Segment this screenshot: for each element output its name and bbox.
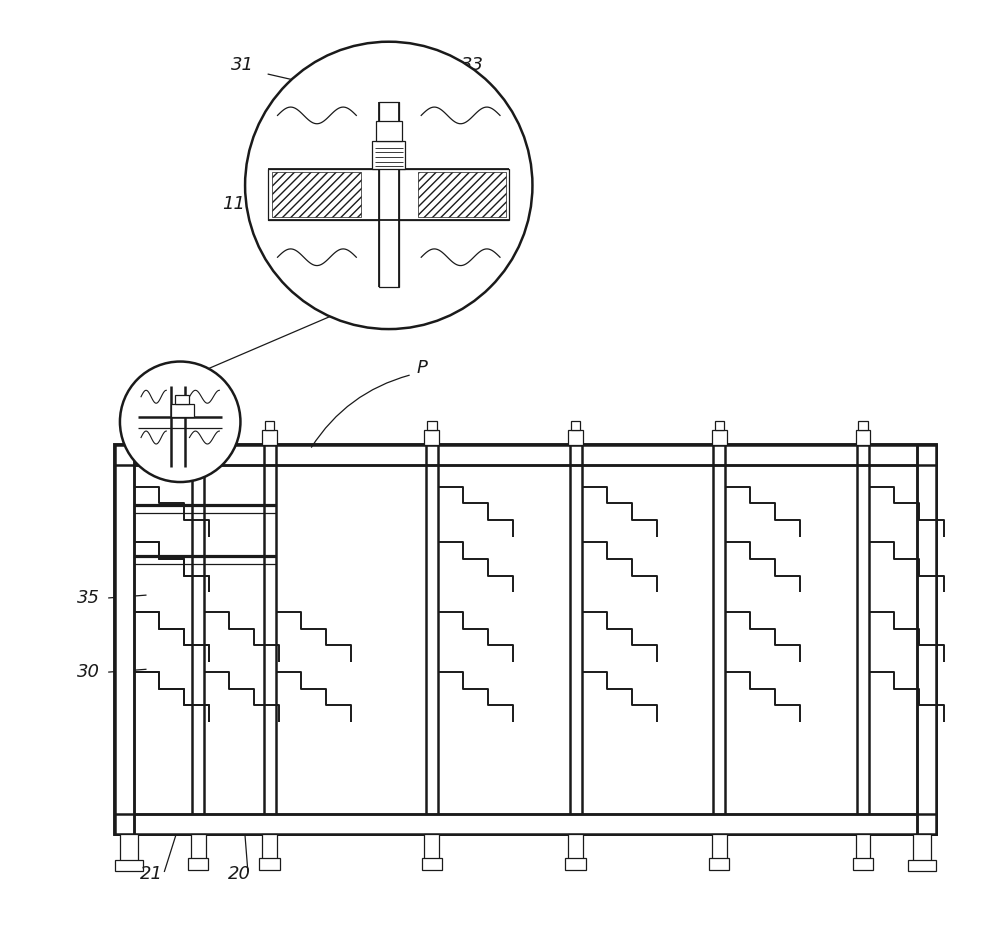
- Bar: [115, 445, 134, 834]
- Bar: [171, 404, 194, 417]
- Bar: [272, 172, 361, 218]
- Bar: [418, 172, 506, 218]
- Bar: [715, 421, 724, 430]
- Bar: [115, 445, 936, 465]
- Bar: [427, 421, 437, 430]
- Text: 33: 33: [461, 57, 484, 74]
- Text: 21: 21: [140, 865, 163, 883]
- Bar: [908, 860, 936, 871]
- Bar: [917, 445, 936, 834]
- Bar: [191, 834, 206, 860]
- Text: 30: 30: [415, 259, 438, 276]
- Text: P: P: [417, 359, 427, 376]
- Bar: [424, 834, 439, 860]
- Text: 35: 35: [77, 589, 100, 606]
- Text: 30: 30: [77, 663, 100, 680]
- Bar: [372, 141, 405, 170]
- Text: 10: 10: [477, 195, 500, 212]
- Bar: [175, 395, 189, 404]
- Bar: [568, 430, 583, 445]
- Bar: [259, 858, 280, 870]
- Bar: [422, 858, 442, 870]
- Bar: [194, 421, 203, 430]
- Bar: [265, 421, 274, 430]
- Bar: [262, 430, 277, 445]
- Bar: [379, 102, 399, 287]
- Circle shape: [245, 42, 532, 329]
- Bar: [712, 430, 727, 445]
- Text: 20: 20: [227, 865, 250, 883]
- Bar: [571, 421, 580, 430]
- Text: 31: 31: [231, 57, 254, 74]
- Bar: [120, 834, 138, 862]
- Text: 11: 11: [222, 195, 245, 212]
- Bar: [913, 834, 931, 862]
- Bar: [565, 858, 586, 870]
- Bar: [115, 445, 936, 834]
- Bar: [712, 834, 727, 860]
- Bar: [858, 421, 868, 430]
- Bar: [268, 169, 509, 220]
- Bar: [856, 430, 870, 445]
- Bar: [853, 858, 873, 870]
- Bar: [115, 814, 936, 834]
- Bar: [188, 858, 208, 870]
- Bar: [191, 430, 206, 445]
- Bar: [856, 834, 870, 860]
- Bar: [376, 121, 402, 141]
- Bar: [709, 858, 729, 870]
- Bar: [262, 834, 277, 860]
- Circle shape: [120, 362, 240, 482]
- Bar: [115, 860, 143, 871]
- Bar: [424, 430, 439, 445]
- Bar: [568, 834, 583, 860]
